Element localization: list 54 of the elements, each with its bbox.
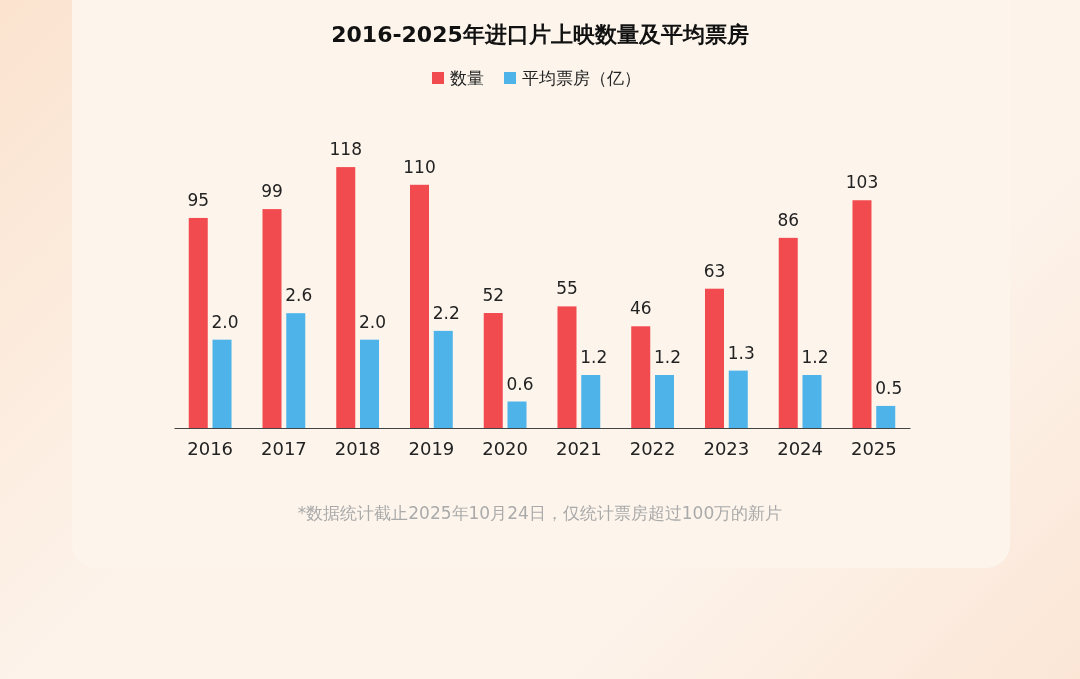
bar (336, 167, 356, 428)
bar (433, 330, 453, 428)
bar (286, 313, 306, 428)
text: *数据统计截止2025年10月24日，仅统计票房超过100万的新片 (297, 503, 783, 523)
bar (728, 370, 748, 428)
data-label: 95 (187, 189, 210, 210)
x-tick-label: 2017 (260, 437, 307, 459)
bar (631, 326, 651, 428)
x-tick-label: 2021 (555, 437, 602, 459)
bar (852, 200, 872, 428)
data-label: 2.0 (211, 311, 239, 332)
bar (778, 237, 798, 428)
data-label: 2.6 (285, 285, 313, 306)
bar (507, 401, 527, 428)
x-tick-label: 2016 (187, 437, 234, 459)
data-label: 118 (329, 139, 362, 160)
data-label: 63 (703, 260, 726, 281)
bar (704, 288, 724, 428)
data-label: 52 (482, 285, 505, 306)
bar (262, 209, 282, 428)
x-tick-label: 2018 (334, 437, 381, 459)
data-label: 46 (629, 298, 652, 319)
legend-label: 数量 (450, 68, 484, 88)
bar (212, 339, 232, 428)
data-label: 1.2 (801, 347, 829, 368)
x-tick-label: 2024 (777, 437, 824, 459)
bar (655, 375, 675, 428)
x-tick-label: 2022 (629, 437, 676, 459)
x-tick-label: 2025 (850, 437, 897, 459)
data-label: 2.0 (358, 311, 387, 332)
data-label: 1.3 (727, 342, 755, 363)
x-tick-label: 2019 (408, 437, 455, 459)
x-tick-label: 2023 (703, 437, 750, 459)
bar (483, 313, 503, 428)
data-label: 55 (556, 278, 578, 299)
legend-label: 平均票房（亿） (522, 68, 641, 88)
bar (802, 375, 822, 428)
chart-title: 2016-2025年进口片上映数量及平均票房 (331, 22, 749, 47)
bar (409, 184, 429, 428)
bar (876, 405, 896, 428)
data-label: 2.2 (432, 302, 460, 323)
data-label: 0.5 (875, 377, 903, 398)
bar (581, 375, 601, 428)
data-label: 99 (261, 181, 283, 202)
data-label: 1.2 (580, 347, 608, 368)
data-label: 1.2 (653, 347, 682, 368)
bar (188, 217, 208, 428)
data-label: 86 (777, 209, 800, 230)
data-label: 110 (403, 156, 436, 177)
data-label: 0.6 (506, 373, 534, 394)
data-label: 103 (845, 172, 879, 193)
bar (360, 339, 380, 428)
bar (557, 306, 577, 428)
x-tick-label: 2020 (482, 437, 529, 459)
